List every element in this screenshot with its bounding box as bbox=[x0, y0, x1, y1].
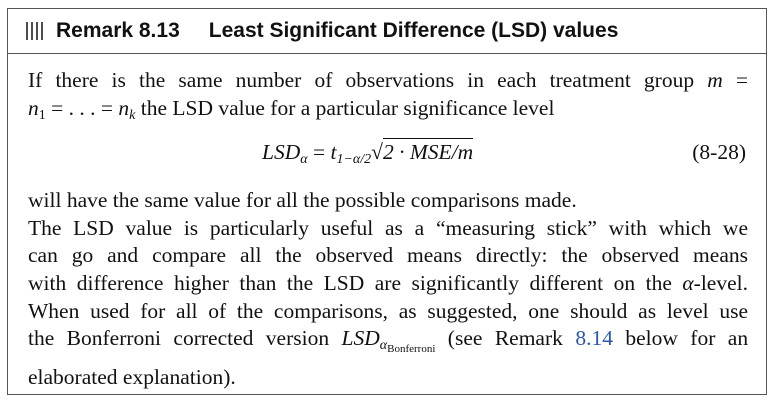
bars-icon bbox=[26, 22, 43, 40]
body-line-9: elaborated explanation). bbox=[28, 364, 236, 389]
remark-reference-link[interactable]: 8.14 bbox=[575, 326, 613, 351]
header-divider bbox=[8, 53, 766, 54]
equation-row: LSDα = t1−α/2√2 · MSE/m (8-28) bbox=[28, 129, 748, 187]
remark-title: Least Significant Difference (LSD) value… bbox=[208, 19, 619, 42]
body-line-2: n1 = . . . = nk the LSD value for a part… bbox=[28, 95, 555, 123]
body-line-8: the Bonferroni corrected version LSDαBon… bbox=[28, 326, 749, 356]
body-line-7: When used for all of the comparisons, as… bbox=[28, 298, 748, 323]
body-line-6: with difference higher than the LSD are … bbox=[28, 270, 748, 295]
equation-number: (8-28) bbox=[692, 140, 746, 165]
body-line-5: can go and compare all the observed mean… bbox=[28, 243, 748, 268]
remark-box: Remark 8.13 Least Significant Difference… bbox=[7, 8, 767, 395]
remark-label: Remark 8.13 bbox=[56, 19, 180, 42]
body-line-4: The LSD value is particularly useful as … bbox=[28, 215, 748, 240]
body-line-3: will have the same value for all the pos… bbox=[28, 188, 577, 213]
remark-body: If there is the same number of observati… bbox=[28, 67, 748, 391]
lsd-equation: LSDα = t1−α/2√2 · MSE/m bbox=[262, 138, 474, 168]
body-line-1: If there is the same number of observati… bbox=[28, 68, 749, 92]
remark-header: Remark 8.13 Least Significant Difference… bbox=[8, 9, 766, 53]
